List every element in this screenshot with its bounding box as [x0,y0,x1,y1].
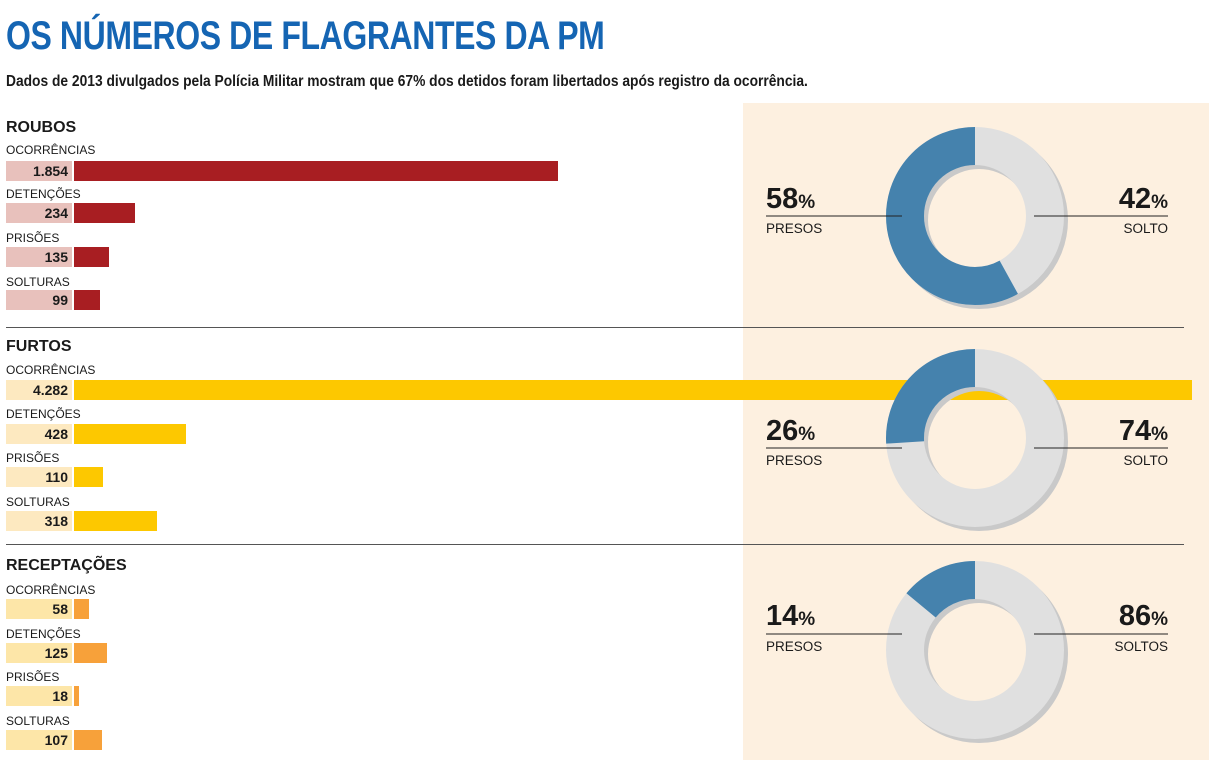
value-label: 428 [6,424,72,444]
soltos-percent: 42% [1118,183,1168,215]
value-label: 135 [6,247,72,267]
bar [74,161,559,181]
bar [74,643,107,663]
presos-label: PRESOS [766,453,823,468]
soltos-percent: 74% [1118,415,1168,447]
row-label: OCORRÊNCIAS [6,583,96,597]
row-label: DETENÇÕES [6,627,81,641]
bar [74,424,186,444]
soltos-label: SOLTO [1123,221,1168,236]
presos-label: PRESOS [766,639,823,654]
presos-label: PRESOS [766,221,823,236]
presos-percent: 26% [766,415,816,447]
bar [74,203,136,223]
bar [74,467,103,487]
value-label: 318 [6,511,72,531]
bar [74,686,79,706]
row-label: DETENÇÕES [6,407,81,421]
page-subtitle: Dados de 2013 divulgados pela Polícia Mi… [6,73,808,90]
soltos-label: SOLTO [1123,453,1168,468]
row-label: DETENÇÕES [6,187,81,201]
value-label: 234 [6,203,72,223]
section-divider [6,327,1184,328]
row-label: SOLTURAS [6,495,70,509]
page-title: OS NÚMEROS DE FLAGRANTES DA PM [6,14,605,58]
row-label: SOLTURAS [6,275,70,289]
value-label: 107 [6,730,72,750]
section-title: ROUBOS [6,119,77,136]
bar [74,599,90,619]
section-title: FURTOS [6,338,72,355]
soltos-percent: 86% [1118,600,1168,632]
row-label: PRISÕES [6,670,60,684]
row-label: PRISÕES [6,231,60,245]
value-label: 18 [6,686,72,706]
section-divider [6,544,1184,545]
soltos-label: SOLTOS [1114,639,1168,654]
presos-percent: 14% [766,600,816,632]
section-title: RECEPTAÇÕES [6,557,127,574]
value-label: 125 [6,643,72,663]
bar [74,511,158,531]
row-label: SOLTURAS [6,714,70,728]
bar [74,290,100,310]
row-label: OCORRÊNCIAS [6,143,96,157]
row-label: PRISÕES [6,451,60,465]
value-label: 1.854 [6,161,72,181]
presos-percent: 58% [766,183,816,215]
row-label: OCORRÊNCIAS [6,363,96,377]
value-label: 99 [6,290,72,310]
value-label: 110 [6,467,72,487]
value-label: 4.282 [6,380,72,400]
bar [74,730,102,750]
bar [74,380,1192,400]
value-label: 58 [6,599,72,619]
bar [74,247,110,267]
